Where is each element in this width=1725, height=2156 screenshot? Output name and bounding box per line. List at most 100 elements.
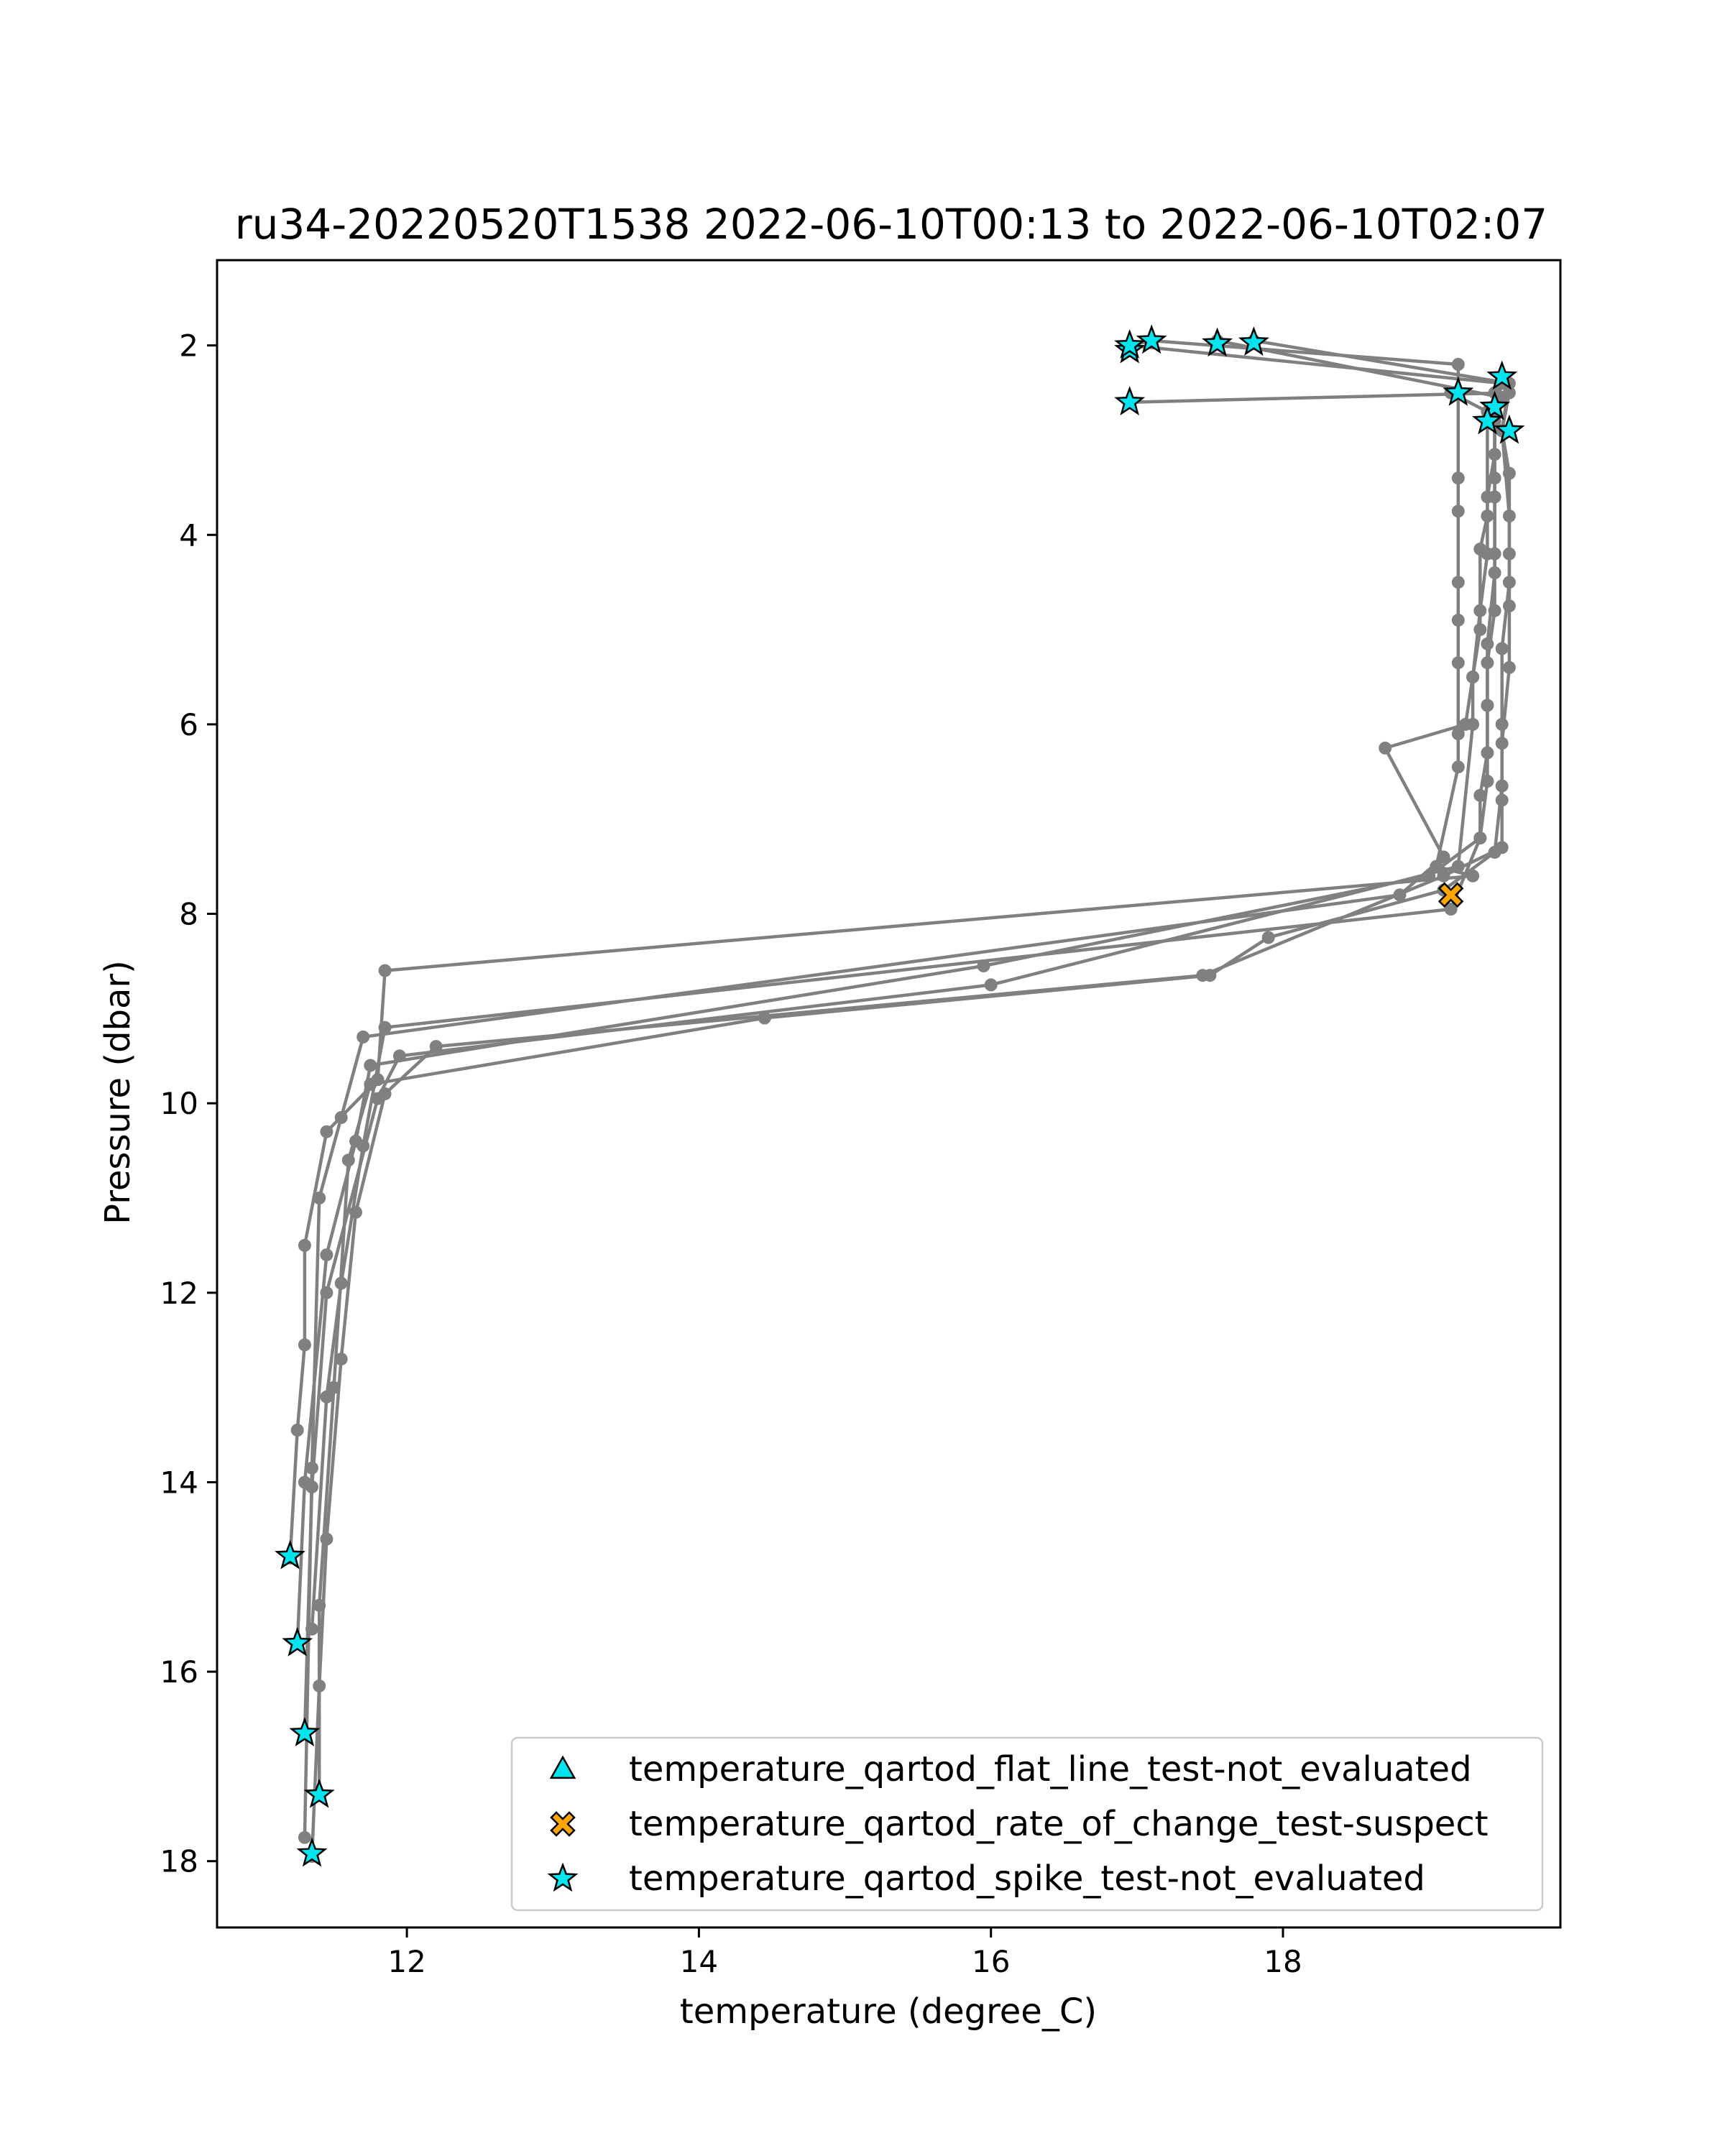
- x-tick-label: 12: [387, 1944, 426, 1979]
- profile-point: [334, 1111, 348, 1124]
- profile-point: [1451, 727, 1465, 741]
- profile-point: [1495, 642, 1509, 655]
- legend-label: temperature_qartod_rate_of_change_test-s…: [629, 1804, 1489, 1844]
- profile-point: [1502, 466, 1516, 480]
- y-tick-label: 10: [160, 1086, 198, 1121]
- rate-of-change-flag-marker: [1438, 882, 1464, 908]
- profile-point: [1451, 656, 1465, 670]
- profile-line-6: [303, 391, 1489, 1838]
- profile-point: [1481, 509, 1494, 522]
- profile-point: [1261, 931, 1275, 944]
- spike-flag-marker: [1443, 376, 1474, 406]
- y-tick-label: 6: [179, 707, 198, 742]
- profile-point: [1451, 613, 1465, 627]
- x-axis-ticks: 12 14 16 18: [387, 1927, 1302, 1979]
- y-axis-label: Pressure (dbar): [98, 960, 138, 1225]
- spike-flag-marker: [1238, 326, 1269, 356]
- x-tick-label: 18: [1264, 1944, 1302, 1979]
- profile-point: [429, 1040, 443, 1054]
- y-tick-label: 14: [160, 1465, 198, 1500]
- spike-flag-marker: [1472, 405, 1503, 435]
- profile-point: [1451, 760, 1465, 774]
- spike-flag-marker: [289, 1717, 321, 1746]
- profile-point: [298, 1830, 311, 1844]
- legend-box: [510, 1736, 1544, 1912]
- y-tick-label: 18: [160, 1844, 198, 1879]
- profile-point: [1473, 788, 1487, 802]
- profile-point: [313, 1679, 326, 1692]
- spike-flag-marker: [1479, 390, 1511, 420]
- profile-point: [298, 1238, 311, 1252]
- profile-point: [1502, 660, 1516, 674]
- profile-point: [334, 1276, 348, 1290]
- spike-flag-marker: [282, 1626, 313, 1657]
- profile-point: [320, 1125, 334, 1138]
- profile-point: [290, 1424, 304, 1437]
- profile-point: [1196, 969, 1210, 982]
- profile-point: [1502, 547, 1516, 561]
- y-tick-label: 16: [160, 1654, 198, 1690]
- legend-label: temperature_qartod_flat_line_test-not_ev…: [629, 1749, 1472, 1789]
- profile-point: [334, 1353, 348, 1366]
- y-axis-ticks: 2 4 6 8 10 12 14 16 18: [160, 328, 217, 1879]
- profile-point: [320, 1286, 334, 1299]
- profile-point: [1451, 576, 1465, 589]
- profile-point: [392, 1049, 406, 1063]
- x-tick-label: 14: [680, 1944, 718, 1979]
- profile-point: [378, 964, 392, 977]
- profile-point: [1459, 717, 1472, 731]
- profile-point: [1502, 386, 1516, 400]
- y-tick-label: 8: [179, 897, 198, 932]
- profile-point: [1473, 623, 1487, 637]
- legend: temperature_qartod_flat_line_test-not_ev…: [510, 1736, 1544, 1912]
- profile-point: [1481, 699, 1494, 712]
- spike-flag-marker: [275, 1539, 305, 1570]
- profile-point: [1488, 566, 1501, 579]
- profile-point: [356, 1030, 370, 1044]
- profile-point: [356, 1139, 370, 1153]
- spike-flag-marker: [1486, 360, 1518, 390]
- profile-point: [1473, 543, 1487, 556]
- profile-point: [1495, 737, 1509, 750]
- profile-point: [378, 1021, 392, 1034]
- plot-frame: [216, 259, 1562, 1929]
- legend-x-marker: [550, 1811, 576, 1837]
- profile-point: [1473, 831, 1487, 845]
- profile-point: [364, 1059, 377, 1072]
- flag-markers-layer: [275, 324, 1525, 1867]
- spike-flag-marker: [1114, 329, 1146, 359]
- profile-point: [320, 1532, 334, 1546]
- profile-point: [1481, 637, 1494, 650]
- profile-point: [378, 1087, 392, 1100]
- profile-point: [1444, 903, 1458, 916]
- profile-point: [313, 1192, 326, 1204]
- profile-point: [1379, 741, 1392, 755]
- profile-point: [298, 1338, 311, 1352]
- profile-point: [320, 1390, 334, 1404]
- spike-flag-marker: [303, 1778, 335, 1808]
- legend-star-marker: [547, 1862, 579, 1892]
- spike-flag-marker: [1202, 327, 1233, 357]
- y-tick-label: 2: [179, 328, 198, 364]
- profile-point: [1495, 793, 1509, 807]
- profile-line-5: [310, 391, 1512, 1857]
- spike-flag-marker: [296, 1837, 328, 1867]
- profile-line-7: [310, 392, 1496, 1629]
- profile-point: [341, 1153, 355, 1167]
- profile-point: [1495, 841, 1509, 854]
- y-tick-label: 12: [160, 1276, 198, 1311]
- spike-flag-marker: [1136, 324, 1167, 354]
- profile-point: [1466, 671, 1480, 683]
- profile-point: [1451, 505, 1465, 518]
- profile-point: [1437, 850, 1450, 864]
- x-axis-label: temperature (degree_C): [680, 1991, 1097, 2032]
- spike-flag-marker: [1494, 414, 1525, 444]
- profile-point: [1393, 888, 1407, 902]
- profile-point: [305, 1622, 318, 1636]
- legend-label: temperature_qartod_spike_test-not_evalua…: [629, 1858, 1425, 1899]
- profile-point: [1437, 869, 1450, 883]
- spike-flag-marker: [1114, 386, 1146, 415]
- profile-point: [1488, 490, 1501, 504]
- profile-point: [1481, 775, 1494, 788]
